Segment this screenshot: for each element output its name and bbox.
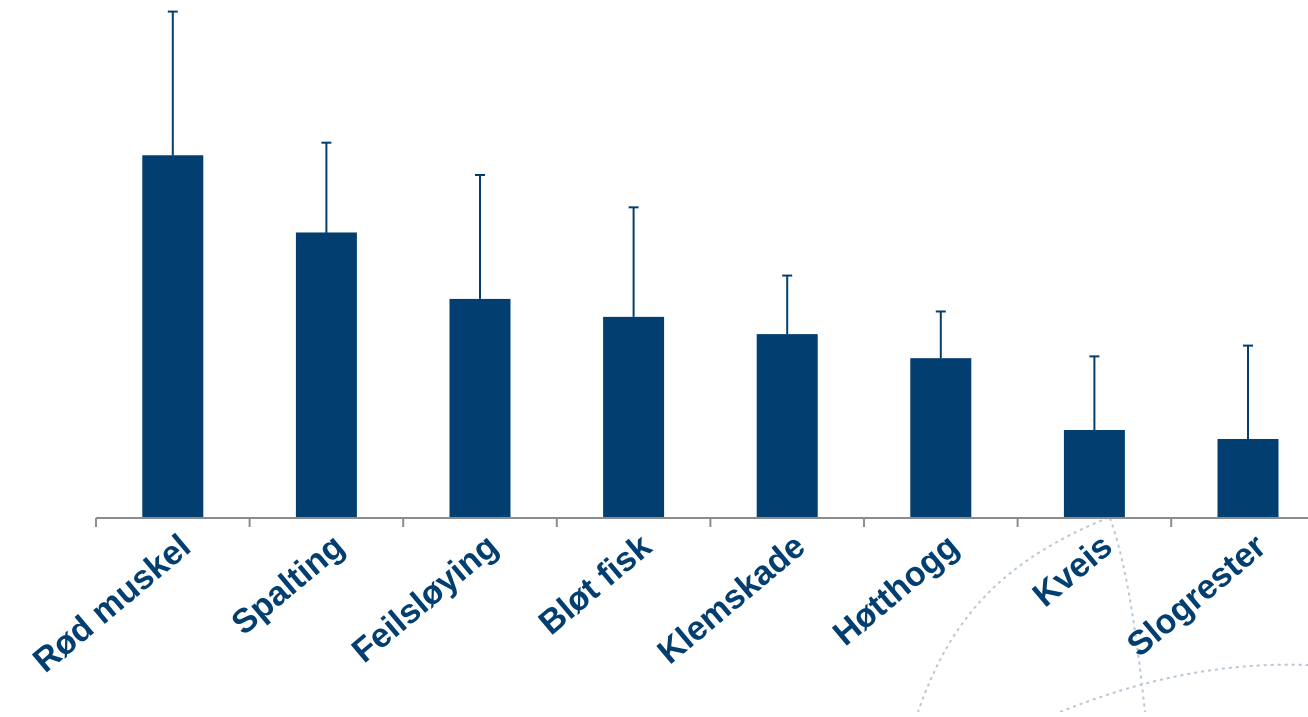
bar <box>449 298 511 518</box>
x-tick-label: Spalting <box>224 527 351 642</box>
bar <box>1217 438 1279 518</box>
x-tick-label: Høtthogg <box>826 527 966 653</box>
background-decoration <box>917 514 1308 713</box>
bar <box>603 316 665 518</box>
x-tick-label: Feilsløying <box>345 527 505 670</box>
x-axis <box>95 517 1308 527</box>
x-tick-label: Klemskade <box>650 527 812 672</box>
x-tick-label: Slogrester <box>1120 527 1273 664</box>
decoration-arc-2 <box>1109 517 1146 713</box>
bar <box>756 334 818 518</box>
bar <box>142 155 204 518</box>
decoration-arc-1 <box>917 514 1116 713</box>
error-bars-layer <box>167 10 1253 439</box>
x-tick-label: Kveis <box>1026 527 1120 614</box>
bar <box>1063 430 1125 518</box>
bar <box>910 358 972 518</box>
x-tick-label: Rød muskel <box>26 527 198 680</box>
x-tick-label: Bløt fisk <box>532 527 659 642</box>
decoration-arc-3 <box>1059 663 1308 713</box>
bar <box>295 232 357 518</box>
bars-layer <box>142 155 1279 518</box>
